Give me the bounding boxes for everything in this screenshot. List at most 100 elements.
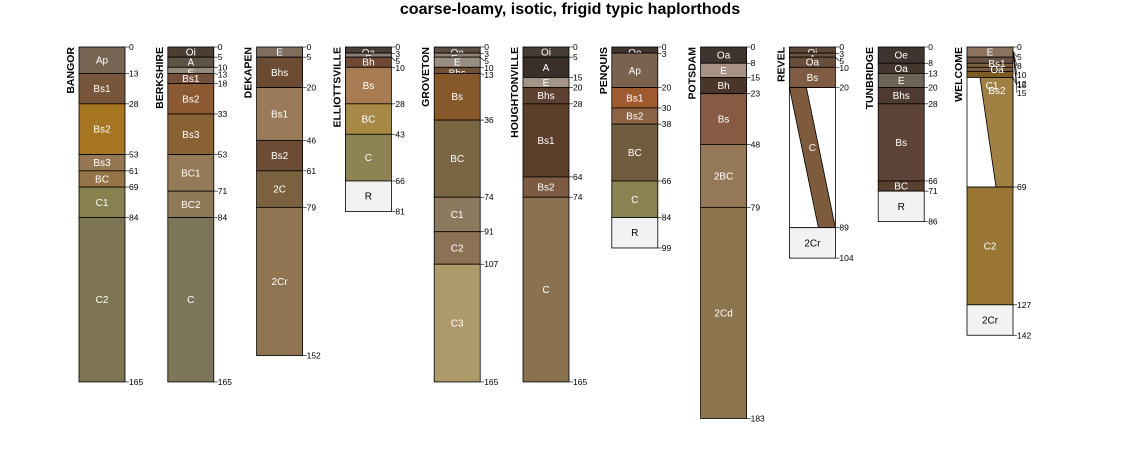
depth-label: 86 [928,217,938,227]
profile-groveton: GROVETONOeEaEBhsBsBCC1C2C303510133674911… [420,42,498,387]
depth-tick [835,56,840,62]
chart-title: coarse-loamy, isotic, frigid typic haplo… [399,1,741,18]
depth-label: 53 [218,150,228,160]
depth-label: 66 [395,176,405,186]
profile-name: REVEL [775,46,787,82]
horizon-label: E [276,48,283,59]
horizon-label: 2Cr [272,277,289,288]
horizon-rect [167,113,215,155]
depth-label: 5 [573,52,578,62]
depth-label: 15 [1017,80,1027,90]
depth-label: 69 [1017,182,1027,192]
depth-label: 61 [307,166,317,176]
depth-label: 66 [928,176,938,186]
horizon-label: 2Cr [804,238,821,249]
horizon-label: Bs [807,73,819,84]
depth-label: 89 [839,223,849,233]
depth-label: 13 [928,68,938,78]
depth-label: 91 [484,227,494,237]
depth-label: 0 [307,42,312,52]
depth-tick [835,67,840,69]
depth-label: 20 [573,83,583,93]
profile-berkshire: BERKSHIREOiAEBs1Bs2Bs3BC1BC2C05101318335… [154,42,232,387]
depth-label: 84 [218,213,228,223]
horizon-rect [611,180,659,218]
depth-label: 84 [662,213,672,223]
horizon-label: C2 [984,241,997,252]
depth-label: 79 [307,202,317,212]
depth-label: 71 [218,186,228,196]
depth-label: 0 [928,42,933,52]
depth-label: 30 [662,103,672,113]
horizon-rect [700,206,747,419]
horizon-label: C1 [451,210,464,221]
profile-revel: REVELOiAOaBsC2Cr035102089104 [775,42,853,263]
horizon-label: C3 [451,319,464,330]
horizon-rect [344,180,392,212]
depth-label: 23 [751,89,761,99]
depth-label: 10 [484,63,494,73]
horizon-rect [256,206,304,356]
depth-label: 99 [662,243,672,253]
profile-name: BERKSHIRE [154,47,166,109]
depth-label: 0 [129,42,134,52]
depth-label: 10 [839,63,849,73]
horizon-label: 2C [273,185,286,196]
horizon-rect [256,87,304,141]
depth-label: 5 [395,56,400,66]
horizon-label: Bhs [893,91,910,102]
horizon-label: Bs [451,92,463,103]
depth-label: 36 [484,115,494,125]
horizon-label: R [631,228,638,239]
horizon-rect [522,196,570,383]
depth-label: 8 [1017,61,1022,71]
depth-label: 46 [307,135,317,145]
horizon-rect [611,123,659,182]
horizon-rect [433,263,481,383]
horizon-rect [167,217,215,383]
depth-label: 33 [218,109,228,119]
depth-label: 165 [129,377,143,387]
horizon-label: C1 [986,81,999,92]
depth-label: 81 [395,206,405,216]
horizon-label: Bs2 [537,183,555,194]
depth-label: 5 [307,52,312,62]
horizon-label: Oi [186,48,196,59]
horizon-label: Bs2 [93,125,111,136]
horizon-label: Bh [717,81,729,92]
profile-name: TUNBRIDGE [864,47,876,109]
horizon-rect [78,103,126,155]
profile-name: DEKAPEN [243,47,255,98]
depth-tick [479,56,485,62]
depth-label: 5 [1017,52,1022,62]
profile-name: GROVETON [420,47,432,107]
horizon-rect [966,304,1014,336]
depth-label: 0 [839,42,844,52]
horizon-rect [344,133,392,182]
horizon-label: C1 [96,198,109,209]
depth-label: 0 [395,42,400,52]
depth-tick [391,67,396,69]
depth-label: 10 [218,62,228,72]
depth-label: 8 [928,58,933,68]
depth-tick [391,52,396,55]
horizon-label: Oa [717,51,731,62]
depth-label: 12 [1017,79,1027,89]
depth-label: 20 [662,83,672,93]
depth-label: 104 [839,253,853,263]
depth-label: 28 [573,99,583,109]
depth-label: 71 [928,186,938,196]
horizon-label: Bs2 [626,112,644,123]
depth-label: 28 [928,99,938,109]
depth-label: 0 [484,42,489,52]
horizon-label: BC1 [181,168,201,179]
horizon-label: 2Cr [982,316,999,327]
profile-dekapen: DEKAPEN E Bhs Bs1 Bs2 2C 2Cr 05 20 46 61 79 152 [243,42,321,361]
depth-tick [480,73,485,76]
depth-label: 48 [751,139,761,149]
depth-tick [213,73,218,75]
depth-label: 38 [662,119,672,129]
